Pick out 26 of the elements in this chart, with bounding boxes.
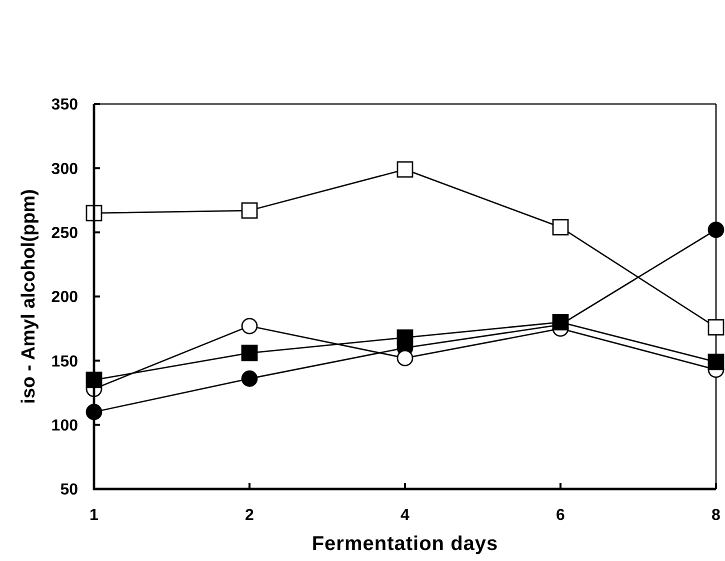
x-tick-label: 4 bbox=[400, 507, 410, 524]
y-tick-label: 100 bbox=[51, 417, 78, 434]
y-tick-label: 300 bbox=[51, 160, 78, 178]
point bbox=[708, 354, 724, 370]
point bbox=[396, 161, 414, 178]
point bbox=[241, 370, 258, 387]
x-axis-title: Fermentation days bbox=[312, 533, 498, 555]
y-tick-label: 50 bbox=[60, 482, 78, 499]
y-tick-label: 200 bbox=[51, 289, 78, 306]
point bbox=[708, 319, 724, 336]
point bbox=[396, 329, 414, 346]
x-tick-label: 1 bbox=[90, 507, 99, 524]
point bbox=[241, 318, 258, 334]
x-tick-label: 2 bbox=[245, 507, 254, 524]
point bbox=[552, 314, 569, 330]
y-tick-label: 250 bbox=[51, 224, 78, 242]
point bbox=[552, 219, 569, 236]
point bbox=[396, 350, 414, 366]
point bbox=[708, 222, 724, 238]
y-axis-title: iso - Amyl alcohol(ppm) bbox=[18, 189, 40, 404]
x-tick-label: 6 bbox=[556, 507, 566, 524]
point bbox=[241, 202, 258, 219]
x-tick-label: 8 bbox=[712, 507, 721, 524]
y-tick-label: 150 bbox=[51, 353, 78, 370]
y-tick-label: 350 bbox=[51, 96, 78, 114]
point bbox=[241, 344, 258, 362]
